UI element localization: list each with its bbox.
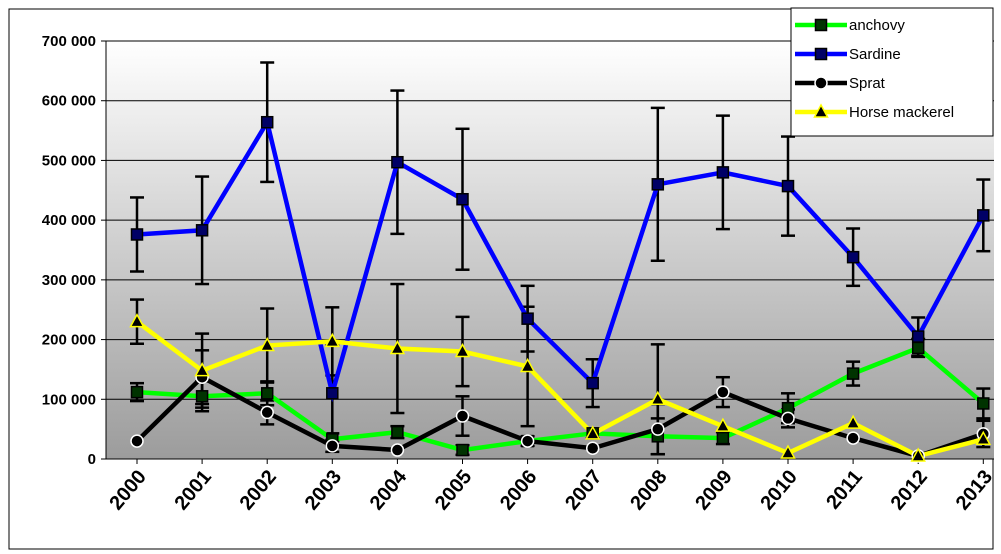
point-horse-mackerel xyxy=(324,332,341,348)
point-horse-mackerel xyxy=(975,430,992,446)
point-horse-mackerel xyxy=(780,444,796,459)
point-anchovy xyxy=(391,425,404,439)
legend: anchovy Sardine Sprat Horse mackerel xyxy=(790,7,994,137)
point-horse-mackerel xyxy=(454,342,471,358)
point-horse-mackerel xyxy=(194,362,210,377)
series-line-sprat xyxy=(135,374,985,459)
point-horse-mackerel xyxy=(715,417,731,432)
series-lines xyxy=(135,116,986,459)
point-horse-mackerel xyxy=(650,390,666,406)
point-sardine xyxy=(326,387,339,400)
series-line-horse-mackerel xyxy=(135,319,984,459)
point-sardine xyxy=(911,330,925,343)
legend-label-sardine: Sardine xyxy=(849,46,901,63)
y-tick-label: 400 000 xyxy=(42,212,96,229)
point-anchovy xyxy=(195,390,209,403)
point-sardine xyxy=(977,209,990,222)
y-axis: 0 100 000 200 000 300 000 400 000 500 000 600 … xyxy=(42,33,107,468)
y-tick-label: 300 000 xyxy=(42,272,96,289)
point-sprat xyxy=(585,441,600,456)
point-sprat xyxy=(130,434,144,448)
point-sprat xyxy=(520,434,535,448)
y-tick-label: 200 000 xyxy=(42,332,96,349)
y-tick-label: 600 000 xyxy=(42,93,96,110)
point-sardine xyxy=(456,192,469,206)
legend-label-horse-mackerel: Horse mackerel xyxy=(849,104,954,121)
point-sardine xyxy=(781,179,795,193)
y-tick-label: 700 000 xyxy=(42,33,96,50)
point-horse-mackerel xyxy=(259,336,275,352)
legend-label-anchovy: anchovy xyxy=(849,17,905,34)
point-sprat xyxy=(260,405,274,420)
point-sardine xyxy=(586,376,599,390)
point-anchovy xyxy=(846,367,860,380)
legend-marker-sprat xyxy=(814,76,828,90)
point-sardine xyxy=(521,312,534,325)
point-sardine xyxy=(195,224,209,237)
y-tick-label: 500 000 xyxy=(42,152,96,169)
point-sprat xyxy=(455,409,470,423)
legend-marker-sardine xyxy=(814,47,828,61)
point-anchovy xyxy=(456,443,469,457)
point-anchovy xyxy=(260,387,274,400)
point-sardine xyxy=(716,166,730,179)
point-horse-mackerel xyxy=(584,425,601,440)
point-sardine xyxy=(260,115,274,129)
point-sardine xyxy=(651,178,665,191)
series-markers xyxy=(129,115,992,463)
point-horse-mackerel xyxy=(389,339,406,355)
series-line-sardine xyxy=(136,116,986,403)
point-sprat xyxy=(651,422,665,436)
point-horse-mackerel xyxy=(519,357,536,373)
point-sprat xyxy=(781,411,795,426)
point-anchovy xyxy=(716,431,730,445)
point-sardine xyxy=(846,250,860,264)
y-tick-label: 100 000 xyxy=(42,391,96,408)
point-sardine xyxy=(391,155,404,169)
point-horse-mackerel xyxy=(845,414,861,429)
point-horse-mackerel xyxy=(910,447,926,462)
point-sardine xyxy=(130,228,144,241)
legend-marker-horse-mackerel xyxy=(813,103,829,118)
point-sprat xyxy=(390,443,405,457)
point-sprat xyxy=(846,431,860,445)
y-tick-label: 0 xyxy=(88,451,96,468)
point-sprat xyxy=(716,385,730,399)
point-anchovy xyxy=(977,397,990,410)
point-sprat xyxy=(325,439,340,453)
legend-marker-anchovy xyxy=(814,18,828,32)
point-anchovy xyxy=(130,385,144,399)
point-horse-mackerel xyxy=(129,313,145,328)
point-anchovy xyxy=(911,341,925,355)
legend-label-sprat: Sprat xyxy=(849,75,886,92)
series-line-anchovy xyxy=(136,345,985,453)
